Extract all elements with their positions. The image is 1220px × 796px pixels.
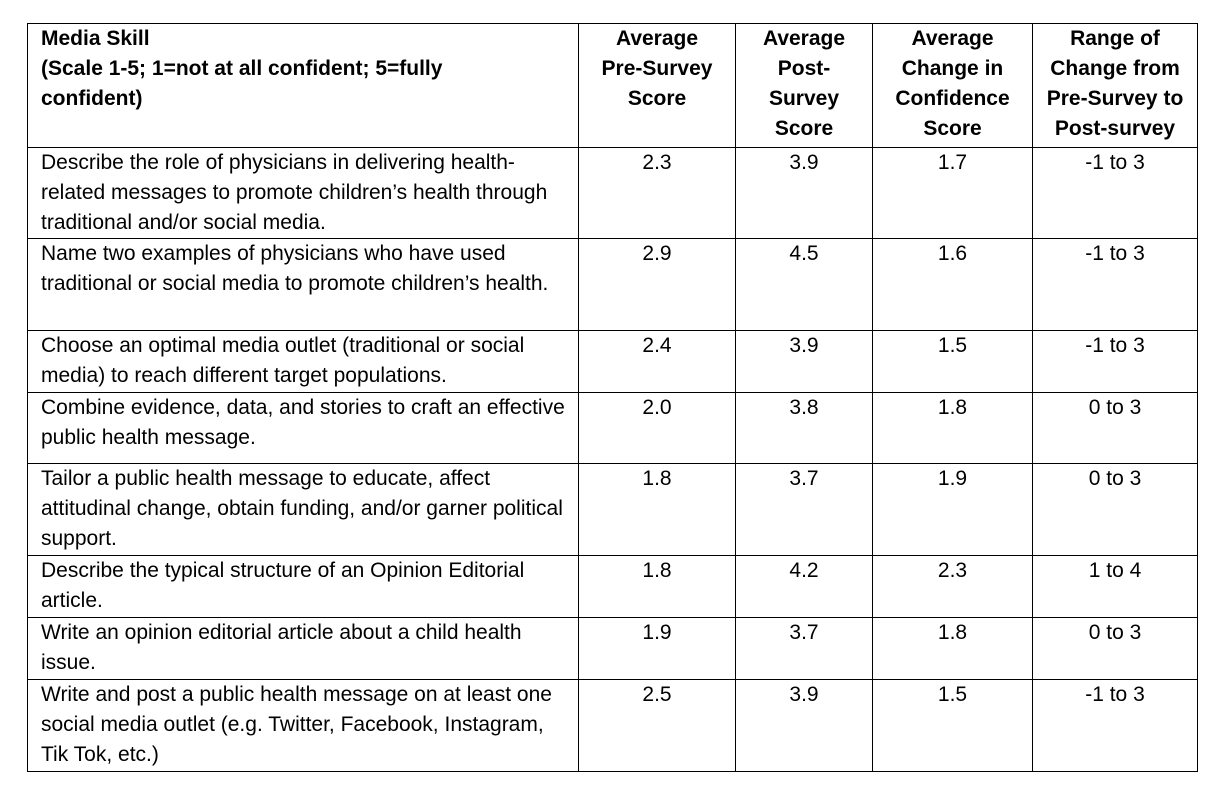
change-score-cell: 2.3	[872, 555, 1033, 618]
change-score-cell: 1.8	[872, 617, 1033, 680]
header-line: (Scale 1-5; 1=not at all confident; 5=fu…	[41, 57, 443, 80]
header-line: Score	[774, 117, 834, 140]
header-change: Average Change in Confidence Score	[872, 23, 1033, 148]
table-row: Describe the role of physicians in deliv…	[27, 147, 1198, 239]
range-cell: -1 to 3	[1032, 147, 1198, 239]
table-row: Choose an optimal media outlet (traditio…	[27, 330, 1198, 393]
post-score-cell: 4.2	[735, 555, 873, 618]
post-score-cell: 3.9	[735, 147, 873, 239]
header-line: Media Skill	[41, 27, 150, 50]
header-line: Average	[762, 27, 846, 50]
header-line: Average	[911, 27, 994, 50]
header-line: Score	[627, 87, 687, 110]
header-line: Survey	[768, 87, 840, 110]
range-cell: 1 to 4	[1032, 555, 1198, 618]
post-score-cell: 3.9	[735, 679, 873, 772]
pre-score-cell: 1.8	[578, 555, 736, 618]
skill-cell: Combine evidence, data, and stories to c…	[27, 392, 579, 464]
pre-score-cell: 2.3	[578, 147, 736, 239]
change-score-cell: 1.9	[872, 463, 1033, 556]
header-line: Pre-Survey	[601, 57, 713, 80]
change-score-cell: 1.6	[872, 238, 1033, 331]
media-skills-table: Media Skill (Scale 1-5; 1=not at all con…	[27, 23, 1198, 772]
table-body: Describe the role of physicians in deliv…	[27, 147, 1198, 772]
header-line: Change in	[901, 57, 1004, 80]
post-score-cell: 3.7	[735, 617, 873, 680]
pre-score-cell: 2.0	[578, 392, 736, 464]
header-line: Average	[615, 27, 699, 50]
pre-score-cell: 1.8	[578, 463, 736, 556]
change-score-cell: 1.8	[872, 392, 1033, 464]
skill-cell: Write and post a public health message o…	[27, 679, 579, 772]
table-row: Combine evidence, data, and stories to c…	[27, 392, 1198, 464]
pre-score-cell: 2.5	[578, 679, 736, 772]
header-line: Confidence	[895, 87, 1010, 110]
skill-cell: Write an opinion editorial article about…	[27, 617, 579, 680]
pre-score-cell: 1.9	[578, 617, 736, 680]
post-score-cell: 4.5	[735, 238, 873, 331]
range-cell: 0 to 3	[1032, 392, 1198, 464]
skill-cell: Tailor a public health message to educat…	[27, 463, 579, 556]
header-line: Post-	[777, 57, 831, 80]
pre-score-cell: 2.9	[578, 238, 736, 331]
table-row: Write an opinion editorial article about…	[27, 617, 1198, 680]
table-row: Tailor a public health message to educat…	[27, 463, 1198, 556]
header-post-survey: Average Post- Survey Score	[735, 23, 873, 148]
post-score-cell: 3.8	[735, 392, 873, 464]
range-cell: 0 to 3	[1032, 617, 1198, 680]
table-row: Write and post a public health message o…	[27, 679, 1198, 772]
table-row: Describe the typical structure of an Opi…	[27, 555, 1198, 618]
skill-cell: Choose an optimal media outlet (traditio…	[27, 330, 579, 393]
header-line: Pre-Survey to	[1046, 87, 1184, 110]
range-cell: -1 to 3	[1032, 330, 1198, 393]
change-score-cell: 1.7	[872, 147, 1033, 239]
table-row: Name two examples of physicians who have…	[27, 238, 1198, 331]
header-media-skill: Media Skill (Scale 1-5; 1=not at all con…	[27, 23, 579, 148]
header-line: Post-survey	[1054, 117, 1176, 140]
pre-score-cell: 2.4	[578, 330, 736, 393]
skill-cell: Describe the typical structure of an Opi…	[27, 555, 579, 618]
skill-cell: Describe the role of physicians in deliv…	[27, 147, 579, 239]
header-line: confident)	[41, 87, 143, 110]
range-cell: -1 to 3	[1032, 679, 1198, 772]
range-cell: -1 to 3	[1032, 238, 1198, 331]
header-pre-survey: Average Pre-Survey Score	[578, 23, 736, 148]
header-range: Range of Change from Pre-Survey to Post-…	[1032, 23, 1198, 148]
header-row: Media Skill (Scale 1-5; 1=not at all con…	[27, 23, 1198, 148]
header-line: Change from	[1050, 57, 1180, 80]
table-header: Media Skill (Scale 1-5; 1=not at all con…	[27, 23, 1198, 148]
range-cell: 0 to 3	[1032, 463, 1198, 556]
change-score-cell: 1.5	[872, 679, 1033, 772]
post-score-cell: 3.9	[735, 330, 873, 393]
change-score-cell: 1.5	[872, 330, 1033, 393]
post-score-cell: 3.7	[735, 463, 873, 556]
header-line: Score	[923, 117, 982, 140]
header-line: Range of	[1070, 27, 1160, 50]
skill-cell: Name two examples of physicians who have…	[27, 238, 579, 331]
